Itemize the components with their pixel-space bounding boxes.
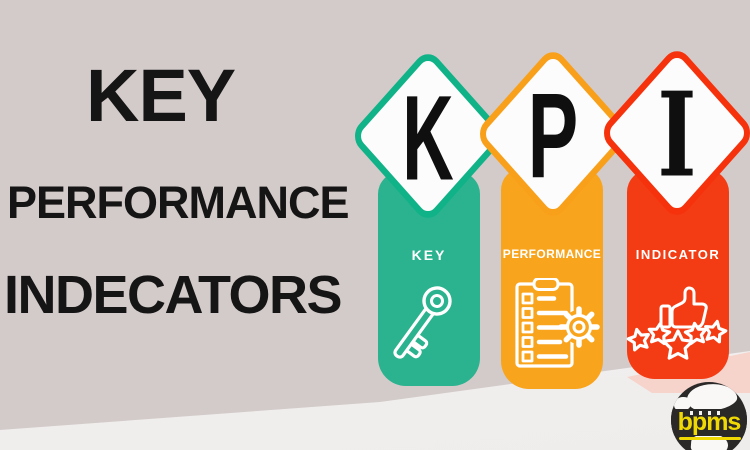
diamond-letter-k: K (402, 69, 454, 206)
ribbon-label-performance: PERFORMANCE (502, 247, 602, 261)
ribbon-key: KEY (378, 172, 480, 386)
headline-line-1: KEY (86, 54, 236, 137)
logo-underline (679, 437, 741, 440)
headline-line-3: INDECATORS (4, 265, 343, 325)
logo-text: bpms (677, 408, 742, 436)
clipboard-gear-icon (515, 278, 600, 368)
diamond-letter-i: I (657, 65, 697, 204)
ribbon-label-indicator: INDICATOR (635, 247, 721, 262)
key-icon (393, 286, 452, 359)
ribbon-indicator: INDICATOR (626, 170, 729, 379)
headline-line-2: PERFORMANCE (7, 177, 350, 228)
thumbs-up-stars-icon (626, 286, 728, 360)
ribbon-label-key: KEY (411, 247, 447, 263)
diamond-letter-p: P (527, 67, 579, 204)
bpms-logo: bpms (671, 382, 747, 450)
